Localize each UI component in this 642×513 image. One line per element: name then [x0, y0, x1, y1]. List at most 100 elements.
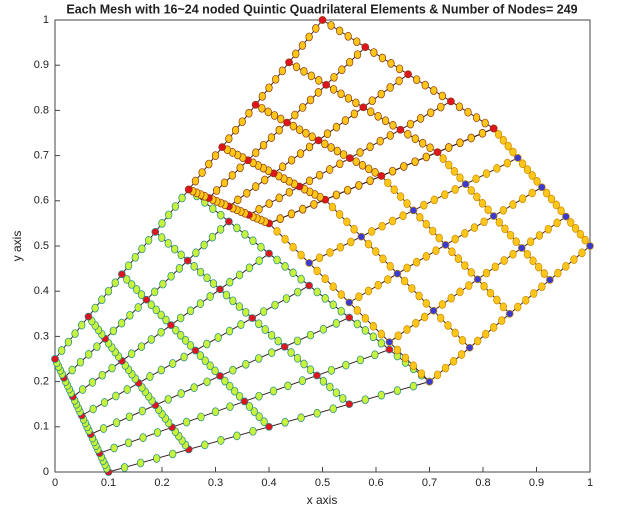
node [437, 313, 445, 323]
node [313, 408, 321, 418]
node [71, 329, 79, 338]
node [472, 174, 480, 184]
node [451, 328, 459, 338]
node [257, 242, 265, 252]
node [281, 417, 289, 427]
node [196, 267, 205, 277]
node [481, 118, 489, 128]
corner-node [546, 276, 554, 284]
node [395, 64, 404, 74]
node [388, 216, 397, 226]
node [201, 356, 209, 366]
node [343, 217, 351, 227]
node [409, 361, 418, 371]
y-tick-label: 0.6 [34, 195, 49, 207]
node [298, 376, 307, 386]
corner-node [167, 321, 175, 329]
node [495, 218, 503, 227]
node [535, 231, 544, 240]
node [416, 114, 425, 123]
node [299, 103, 307, 112]
node [333, 146, 341, 156]
node [377, 89, 385, 99]
node [271, 300, 279, 310]
node [190, 383, 198, 392]
node [231, 386, 239, 396]
node [470, 223, 479, 232]
node [329, 84, 338, 94]
corner-node [225, 217, 233, 226]
node [530, 289, 538, 298]
node [164, 394, 172, 404]
corner-node [465, 343, 474, 352]
node [164, 239, 172, 248]
node [177, 250, 185, 260]
node [341, 116, 350, 125]
node [190, 261, 198, 271]
node [177, 313, 185, 323]
node [284, 381, 292, 391]
node [499, 205, 507, 215]
node [447, 293, 455, 303]
corner-node [305, 259, 313, 267]
node [361, 395, 369, 405]
node [454, 254, 463, 264]
node [413, 257, 421, 267]
node [182, 417, 191, 427]
corner-node [84, 312, 93, 321]
corner-node [409, 206, 418, 215]
node [327, 21, 335, 30]
node [229, 296, 237, 306]
node [297, 413, 305, 423]
corner-node [216, 285, 224, 294]
node [198, 168, 206, 177]
node [321, 139, 329, 149]
corner-node [433, 148, 442, 157]
node [337, 290, 345, 299]
corner-node [396, 125, 405, 134]
corner-node [251, 100, 260, 109]
corner-node [586, 242, 594, 250]
node [352, 157, 360, 167]
node [422, 252, 430, 261]
node [409, 381, 418, 391]
node [131, 252, 139, 262]
node [267, 133, 276, 142]
node [381, 116, 390, 126]
node [273, 255, 281, 265]
node [226, 381, 234, 391]
node [438, 91, 446, 101]
node [306, 365, 315, 375]
node [326, 165, 334, 174]
node [490, 323, 498, 332]
node [408, 284, 416, 293]
node [576, 229, 585, 239]
node [255, 256, 263, 266]
node [456, 173, 464, 183]
node [147, 300, 155, 310]
node [158, 219, 166, 228]
node [437, 102, 445, 112]
node [377, 390, 386, 400]
node [293, 353, 302, 363]
node [523, 165, 532, 174]
corner-node [318, 16, 327, 24]
node [249, 426, 257, 436]
node [298, 41, 307, 50]
node [482, 329, 490, 339]
node [478, 198, 487, 208]
corner-node [447, 97, 455, 106]
node [222, 290, 231, 300]
node [315, 75, 323, 85]
node [235, 391, 244, 401]
node [368, 227, 376, 236]
node [355, 181, 363, 190]
node [268, 330, 276, 340]
node [167, 271, 175, 281]
node [89, 404, 97, 414]
node [225, 134, 233, 143]
node [228, 170, 236, 180]
node [296, 149, 305, 158]
node [372, 247, 380, 256]
node [356, 148, 364, 157]
